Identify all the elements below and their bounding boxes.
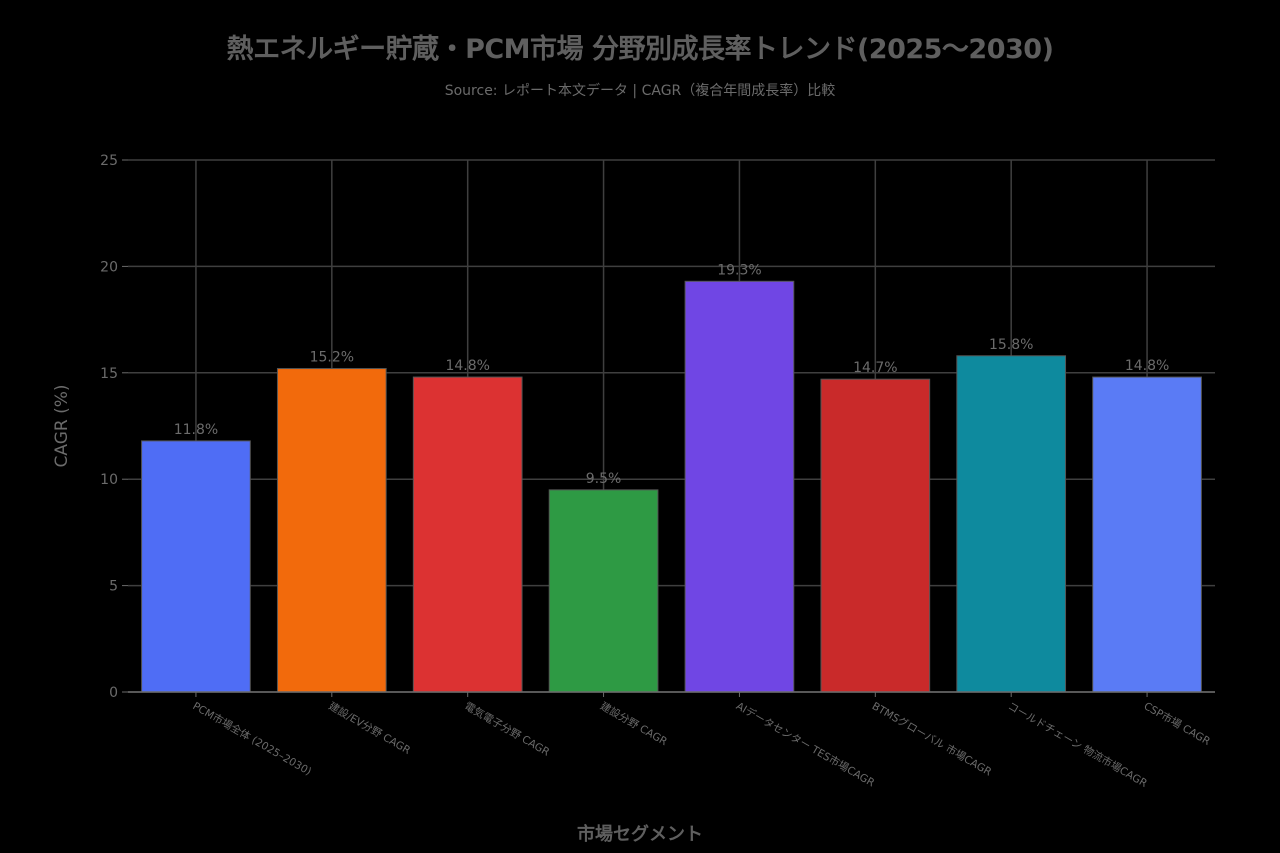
y-tick-label: 25 xyxy=(100,153,118,169)
x-tick-label: コールドチェーン 物流市場CAGR xyxy=(1006,699,1150,790)
bar xyxy=(1092,376,1202,693)
data-label: 19.3% xyxy=(717,262,761,278)
chart-title: 熱エネルギー貯蔵・PCM市場 分野別成長率トレンド(2025〜2030) xyxy=(226,34,1054,65)
bar xyxy=(548,489,659,693)
bar xyxy=(412,376,523,693)
bar xyxy=(684,280,795,693)
bar xyxy=(141,440,251,693)
chart-subtitle: Source: レポート本文データ | CAGR（複合年間成長率）比較 xyxy=(444,83,836,99)
y-tick-label: 15 xyxy=(100,366,118,382)
data-label: 11.8% xyxy=(174,422,218,438)
x-axis-title: 市場セグメント xyxy=(577,824,703,845)
y-tick-label: 0 xyxy=(109,685,118,701)
x-tick-label: AIデータセンター TES市場CAGR xyxy=(734,699,877,789)
y-tick-label: 5 xyxy=(109,579,118,595)
data-label: 9.5% xyxy=(586,471,622,487)
x-tick-label: 建設分野 CAGR xyxy=(598,699,670,748)
data-label: 14.8% xyxy=(445,358,489,374)
x-tick-label: 建設/EV分野 CAGR xyxy=(326,699,413,756)
x-tick-label: 電気電子分野 CAGR xyxy=(462,699,552,758)
y-tick-label: 20 xyxy=(100,259,118,275)
bar xyxy=(820,378,931,693)
data-label: 15.8% xyxy=(989,337,1033,353)
bar xyxy=(276,368,387,693)
y-tick-label: 10 xyxy=(100,472,118,488)
data-label: 14.8% xyxy=(1125,358,1169,374)
x-tick-label: BTMSグローバル 市場CAGR xyxy=(870,699,994,778)
x-tick-label: PCM市場全体 (2025–2030) xyxy=(190,699,313,778)
data-label: 15.2% xyxy=(310,350,354,366)
bar xyxy=(956,355,1067,693)
data-label: 14.7% xyxy=(853,360,897,376)
x-tick-label: CSP市場 CAGR xyxy=(1142,699,1213,747)
